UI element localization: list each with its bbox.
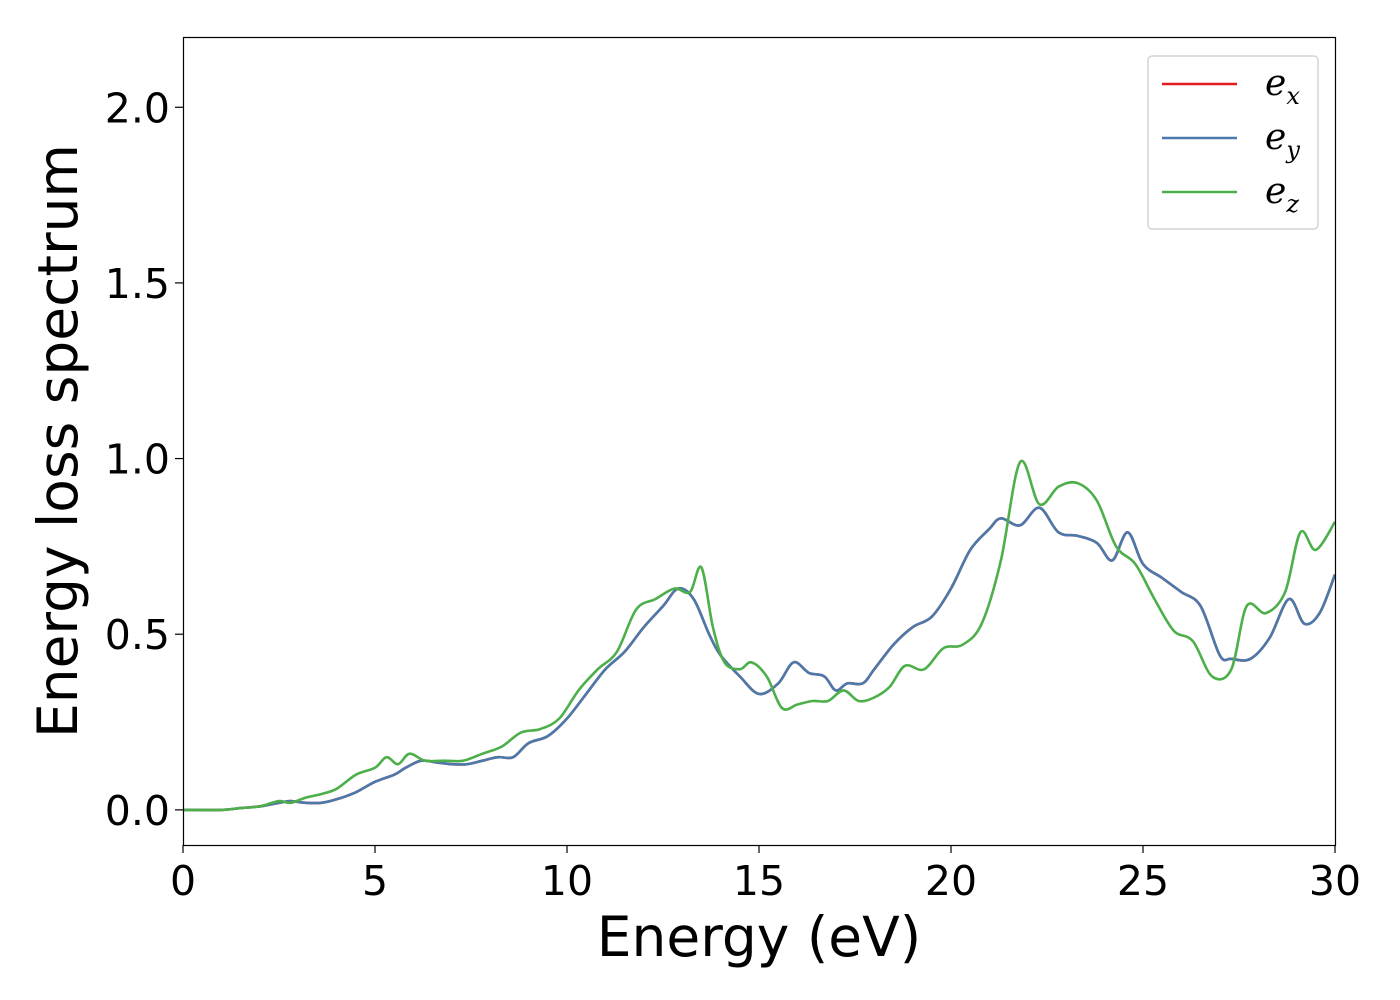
series-line-y — [182, 506, 1337, 812]
series-line-z — [182, 459, 1337, 812]
y-tick-label: 0.5 — [105, 611, 170, 659]
y-tick-label: 2.0 — [105, 84, 170, 132]
x-tick-label: 20 — [925, 857, 977, 905]
legend-label-y: ey — [1265, 117, 1300, 164]
x-tick-label: 10 — [541, 857, 593, 905]
y-tick-label: 1.0 — [105, 436, 170, 484]
x-tick-label: 30 — [1309, 857, 1361, 905]
x-tick-label: 15 — [733, 857, 785, 905]
y-axis-ticks: 0.0 0.5 1.0 1.5 2.0 — [105, 84, 183, 835]
x-tick-label: 5 — [362, 857, 388, 905]
x-axis-ticks: 0 5 10 15 20 25 30 — [170, 845, 1361, 905]
series-layer — [182, 459, 1337, 812]
legend: ex ey ez — [1147, 55, 1319, 230]
x-tick-label: 0 — [170, 857, 196, 905]
legend-label-x: ex — [1265, 63, 1300, 110]
y-tick-label: 1.5 — [105, 260, 170, 308]
x-tick-label: 25 — [1117, 857, 1169, 905]
y-tick-label: 0.0 — [105, 787, 170, 835]
legend-label-z: ez — [1265, 171, 1299, 218]
y-axis-label: Energy loss spectrum — [26, 144, 90, 738]
legend-box — [1147, 55, 1319, 230]
x-axis-label: Energy (eV) — [597, 905, 921, 969]
